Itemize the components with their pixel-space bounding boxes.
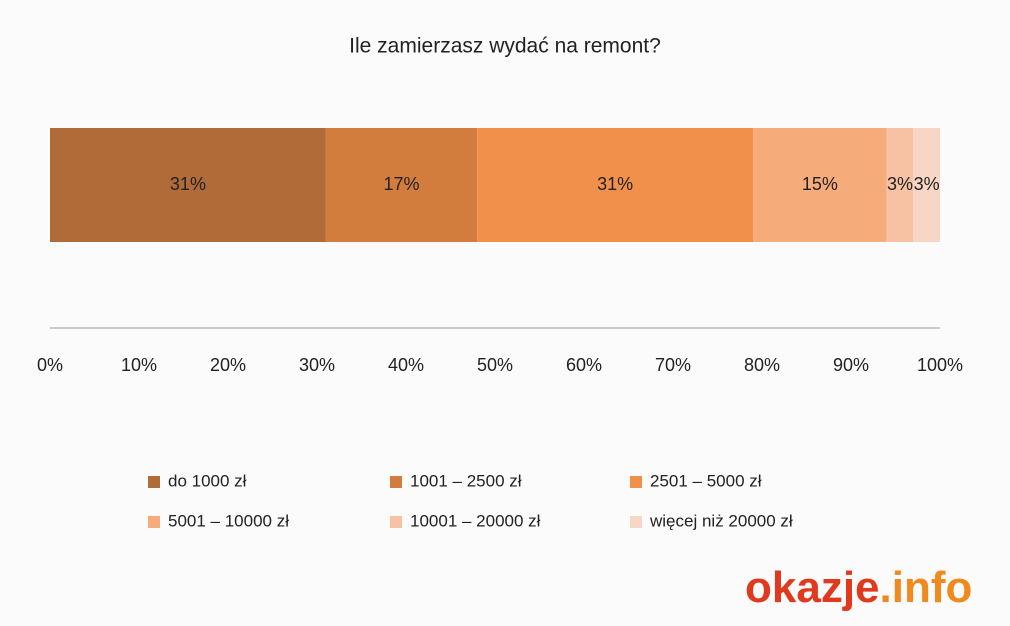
x-tick-label: 40% — [388, 355, 424, 375]
bar-segment — [50, 128, 326, 242]
legend-label: 2501 – 5000 zł — [650, 471, 762, 490]
bar-segment — [325, 128, 478, 242]
value-label: 31% — [170, 174, 206, 194]
x-tick-label: 20% — [210, 355, 246, 375]
legend-swatch — [630, 476, 642, 488]
chart-title: Ile zamierzasz wydać na remont? — [349, 35, 661, 58]
value-label: 17% — [384, 174, 420, 194]
x-tick-label: 100% — [917, 355, 963, 375]
bar-segment — [886, 128, 914, 242]
legend-swatch — [148, 516, 160, 528]
x-tick-label: 80% — [744, 355, 780, 375]
x-tick-label: 10% — [121, 355, 157, 375]
legend-label: do 1000 zł — [168, 471, 247, 490]
value-label: 15% — [802, 174, 838, 194]
bar-segment — [753, 128, 887, 242]
x-tick-label: 60% — [566, 355, 602, 375]
value-label: 3% — [887, 174, 913, 194]
x-tick-label: 0% — [37, 355, 63, 375]
x-tick-label: 70% — [655, 355, 691, 375]
x-tick-label: 50% — [477, 355, 513, 375]
legend-label: 10001 – 20000 zł — [410, 511, 541, 530]
x-tick-label: 30% — [299, 355, 335, 375]
logo-name: okazje — [745, 563, 880, 612]
legend-label: 1001 – 2500 zł — [410, 471, 522, 490]
value-label: 3% — [914, 174, 940, 194]
bar-segment — [477, 128, 754, 242]
legend-label: więcej niż 20000 zł — [649, 511, 793, 530]
legend-swatch — [630, 516, 642, 528]
legend-swatch — [148, 476, 160, 488]
logo-suffix: .info — [880, 563, 973, 612]
value-label: 31% — [597, 174, 633, 194]
legend-swatch — [390, 516, 402, 528]
bar-segment — [913, 128, 940, 242]
x-tick-label: 90% — [833, 355, 869, 375]
legend-swatch — [390, 476, 402, 488]
legend-label: 5001 – 10000 zł — [168, 511, 289, 530]
logo: okazje.info — [745, 563, 972, 612]
